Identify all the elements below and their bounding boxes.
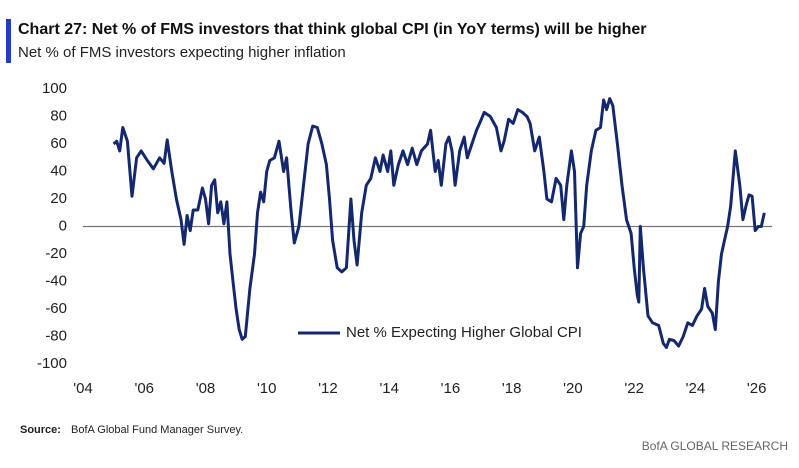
y-tick-label: 80 (50, 107, 67, 124)
x-tick-label: '16 (441, 380, 461, 397)
y-tick-label: -20 (45, 245, 67, 262)
x-tick-label: '20 (563, 380, 583, 397)
x-tick-label: '26 (747, 380, 767, 397)
brand: BofA GLOBAL RESEARCH (642, 439, 788, 453)
chart-subtitle: Net % of FMS investors expecting higher … (18, 44, 346, 61)
x-tick-label: '22 (624, 380, 644, 397)
x-tick-label: '14 (379, 380, 399, 397)
y-tick-label: -80 (45, 327, 67, 344)
x-tick-label: '08 (196, 380, 216, 397)
y-tick-label: 100 (42, 80, 67, 97)
x-tick-label: '10 (257, 380, 277, 397)
title-accent (6, 19, 11, 63)
y-tick-label: -100 (37, 355, 67, 372)
y-tick-label: 20 (50, 190, 67, 207)
source-label: Source: (20, 424, 61, 436)
source-text: BofA Global Fund Manager Survey. (71, 424, 243, 436)
y-tick-label: 40 (50, 162, 67, 179)
y-tick-label: 0 (59, 217, 67, 234)
x-tick-label: '06 (134, 380, 154, 397)
y-tick-label: -60 (45, 300, 67, 317)
legend-label: Net % Expecting Higher Global CPI (346, 324, 582, 341)
y-tick-label: 60 (50, 135, 67, 152)
chart-title: Chart 27: Net % of FMS investors that th… (18, 21, 647, 38)
x-tick-label: '18 (502, 380, 522, 397)
x-tick-label: '24 (686, 380, 706, 397)
y-tick-label: -40 (45, 272, 67, 289)
data-line (112, 97, 766, 349)
x-tick-label: '04 (73, 380, 93, 397)
x-tick-label: '12 (318, 380, 338, 397)
